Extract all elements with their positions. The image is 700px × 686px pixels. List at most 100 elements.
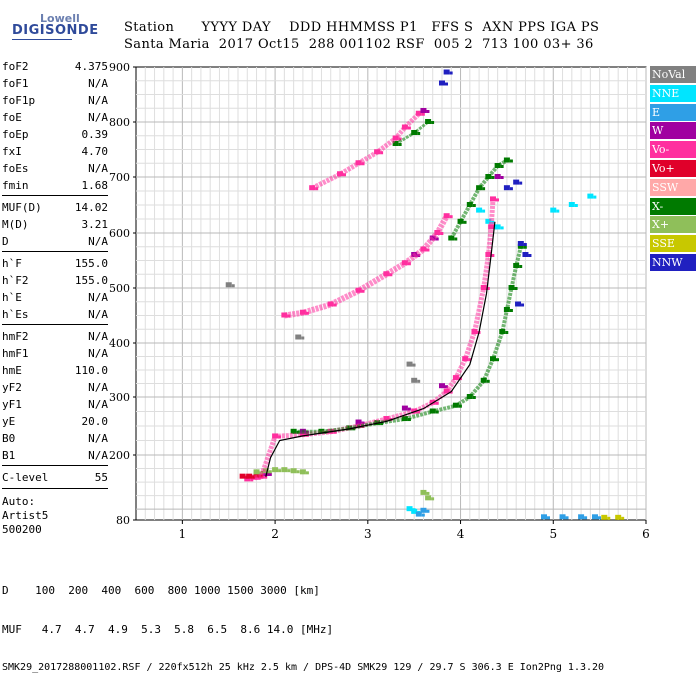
data-point	[528, 254, 532, 257]
param-row: hmF1 N/A	[2, 345, 108, 362]
data-point	[278, 469, 282, 473]
legend-item: Vo-	[650, 141, 696, 159]
data-point	[411, 377, 418, 383]
data-point	[398, 143, 402, 146]
data-point	[499, 329, 506, 334]
data-point	[519, 265, 523, 268]
data-point	[480, 377, 487, 383]
data-point	[491, 254, 495, 257]
data-point	[592, 514, 598, 520]
logo-lowell: Lowell	[40, 12, 80, 25]
param-name: foEp	[2, 128, 29, 141]
param-name: MUF(D)	[2, 201, 42, 214]
data-point	[449, 215, 453, 219]
param-row: MUF(D) 14.02	[2, 199, 108, 216]
data-point	[406, 361, 413, 367]
data-point	[547, 516, 550, 520]
data-point	[246, 473, 253, 479]
param-name: B0	[2, 432, 16, 445]
data-point	[463, 220, 467, 224]
data-point	[305, 471, 309, 475]
param-name: fmin	[2, 179, 29, 192]
param-row: foEs N/A	[2, 160, 108, 177]
param-value: N/A	[88, 77, 108, 90]
data-point	[458, 404, 462, 408]
data-point	[281, 467, 288, 473]
data-point	[355, 287, 362, 293]
data-point	[435, 401, 439, 405]
data-point	[556, 209, 560, 213]
param-row: foE N/A	[2, 109, 108, 126]
param-name: foE	[2, 111, 22, 124]
param-name: hmE	[2, 364, 22, 377]
param-row: yE 20.0	[2, 413, 108, 430]
param-row: hmE 110.0	[2, 362, 108, 379]
data-point	[435, 237, 439, 241]
data-point	[476, 207, 483, 213]
param-value: N/A	[88, 449, 108, 462]
data-point	[301, 336, 305, 340]
data-point	[509, 309, 513, 312]
legend-item: X-	[650, 197, 696, 215]
header-values: Santa Maria 2017 Oct15 288 001102 RSF 00…	[124, 37, 594, 52]
data-point	[607, 516, 611, 520]
param-name: foF1	[2, 77, 29, 90]
param-name: M(D)	[2, 218, 29, 231]
param-value: 110.0	[74, 364, 108, 377]
param-row: h`F 155.0	[2, 255, 108, 272]
legend-item: Vo+	[650, 159, 696, 177]
legend-item: NNW	[650, 253, 696, 271]
profile-trace	[265, 221, 496, 477]
footer-muf-row: MUF 4.7 4.7 4.9 5.3 5.8 6.5 8.6 14.0 [MH…	[2, 623, 334, 636]
data-point	[443, 213, 450, 219]
param-name: fxI	[2, 145, 22, 158]
param-value: 4.70	[81, 145, 109, 158]
legend-item: NoVal	[650, 66, 696, 83]
data-point	[337, 171, 343, 177]
data-point	[425, 119, 432, 124]
echo-trace	[283, 214, 450, 319]
param-row: D N/A	[2, 233, 108, 250]
param-row: foEp 0.39	[2, 126, 108, 143]
param-value: N/A	[88, 330, 108, 343]
data-point	[496, 358, 499, 362]
data-point	[407, 126, 411, 130]
data-point	[509, 187, 513, 191]
data-point	[503, 185, 510, 191]
legend-item: NNE	[650, 84, 696, 102]
data-point	[486, 379, 490, 383]
data-point	[420, 489, 427, 495]
param-row: h`Es N/A	[2, 306, 108, 323]
param-name: B1	[2, 449, 16, 462]
y-tick-label: 500	[109, 282, 130, 295]
x-tick-label: 3	[364, 527, 372, 541]
param-name: yF1	[2, 398, 22, 411]
data-point	[407, 262, 411, 266]
param-value: N/A	[88, 432, 108, 445]
logo-digisonde: DIGISONDE	[12, 23, 99, 38]
data-point	[420, 108, 427, 113]
data-point	[401, 405, 408, 411]
data-point	[519, 181, 523, 185]
legend-item: W	[650, 122, 696, 140]
param-value: N/A	[88, 291, 108, 304]
param-row: yF1 N/A	[2, 396, 108, 413]
data-point	[523, 243, 527, 246]
param-name: C-level	[2, 471, 49, 484]
data-point	[494, 224, 501, 230]
data-point	[225, 282, 232, 288]
echo-trace	[394, 120, 430, 146]
param-value: 155.0	[74, 257, 108, 270]
data-point	[496, 198, 499, 202]
data-point	[485, 218, 492, 224]
param-value: N/A	[88, 111, 108, 124]
param-value: 20.0	[81, 415, 109, 428]
data-point	[471, 329, 478, 334]
param-row: foF1p N/A	[2, 92, 108, 109]
param-divider	[2, 488, 108, 489]
data-point	[601, 514, 608, 520]
data-point	[439, 383, 445, 389]
param-row: h`E N/A	[2, 289, 108, 306]
param-divider	[2, 195, 108, 196]
data-point	[421, 112, 425, 116]
